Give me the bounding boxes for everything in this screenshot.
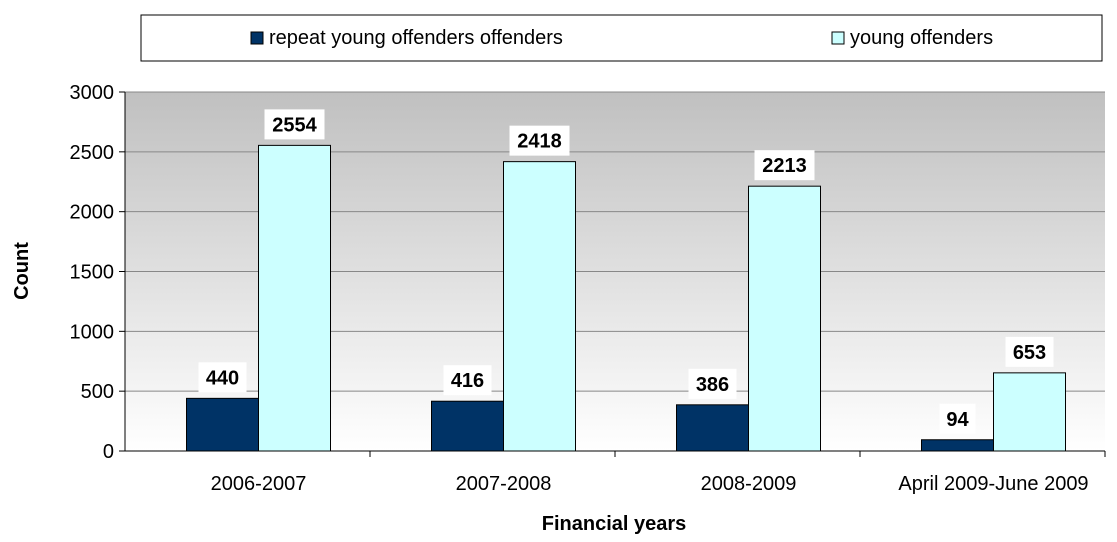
data-label: 2213: [762, 155, 807, 177]
data-label-background: [509, 125, 570, 156]
y-tick-label: 1000: [70, 321, 115, 343]
legend-swatch-young-offenders: [831, 31, 845, 45]
bar-repeat-young-offenders: [431, 400, 504, 452]
y-tick-label: 1500: [70, 262, 115, 284]
y-tick-label: 0: [103, 441, 114, 463]
y-tick-label: 2000: [70, 202, 115, 224]
y-tick-label: 2500: [70, 142, 115, 164]
y-tick-label: 3000: [70, 82, 115, 104]
data-label: 653: [1013, 342, 1046, 364]
data-label-background: [939, 403, 976, 434]
x-tick-label: 2006-2007: [211, 473, 307, 495]
data-label-background: [1005, 336, 1054, 367]
bar-repeat-young-offenders: [186, 397, 259, 452]
x-tick-label: 2008-2009: [701, 473, 797, 495]
data-label-background: [198, 362, 247, 393]
x-axis-title: Financial years: [542, 513, 687, 535]
legend: repeat young offenders offenders young o…: [140, 14, 1103, 62]
bars: 440 2554 416 2418 386 2213 94 653: [186, 109, 1066, 452]
data-label-background: [688, 368, 737, 399]
data-label: 2418: [517, 131, 562, 153]
bar-young-offenders: [503, 161, 576, 452]
legend-label-repeat-young-offenders: repeat young offenders offenders: [269, 27, 563, 49]
data-label-background: [443, 365, 492, 396]
bar-young-offenders: [258, 144, 331, 452]
x-tick-label: April 2009-June 2009: [898, 473, 1088, 495]
data-label: 2554: [272, 114, 317, 136]
x-tick-label: 2007-2008: [456, 473, 552, 495]
data-label-background: [264, 109, 325, 140]
bar-young-offenders: [748, 185, 821, 452]
bar-repeat-young-offenders: [676, 404, 749, 452]
bar-young-offenders: [993, 372, 1066, 452]
legend-frame: [140, 14, 1103, 62]
y-axis-title: Count: [11, 242, 33, 300]
y-tick-label: 500: [81, 381, 114, 403]
data-label: 416: [451, 370, 484, 392]
data-label: 386: [696, 374, 729, 396]
bar-repeat-young-offenders: [921, 439, 994, 452]
data-label-background: [754, 150, 815, 181]
data-label: 94: [946, 409, 969, 431]
legend-label-young-offenders: young offenders: [850, 27, 993, 49]
legend-swatch-repeat-young-offenders: [250, 31, 264, 45]
data-label: 440: [206, 367, 239, 389]
axes: 0 500 1000 1500 2000 2500 3000 2006-2007 2007-20…: [70, 82, 1106, 495]
